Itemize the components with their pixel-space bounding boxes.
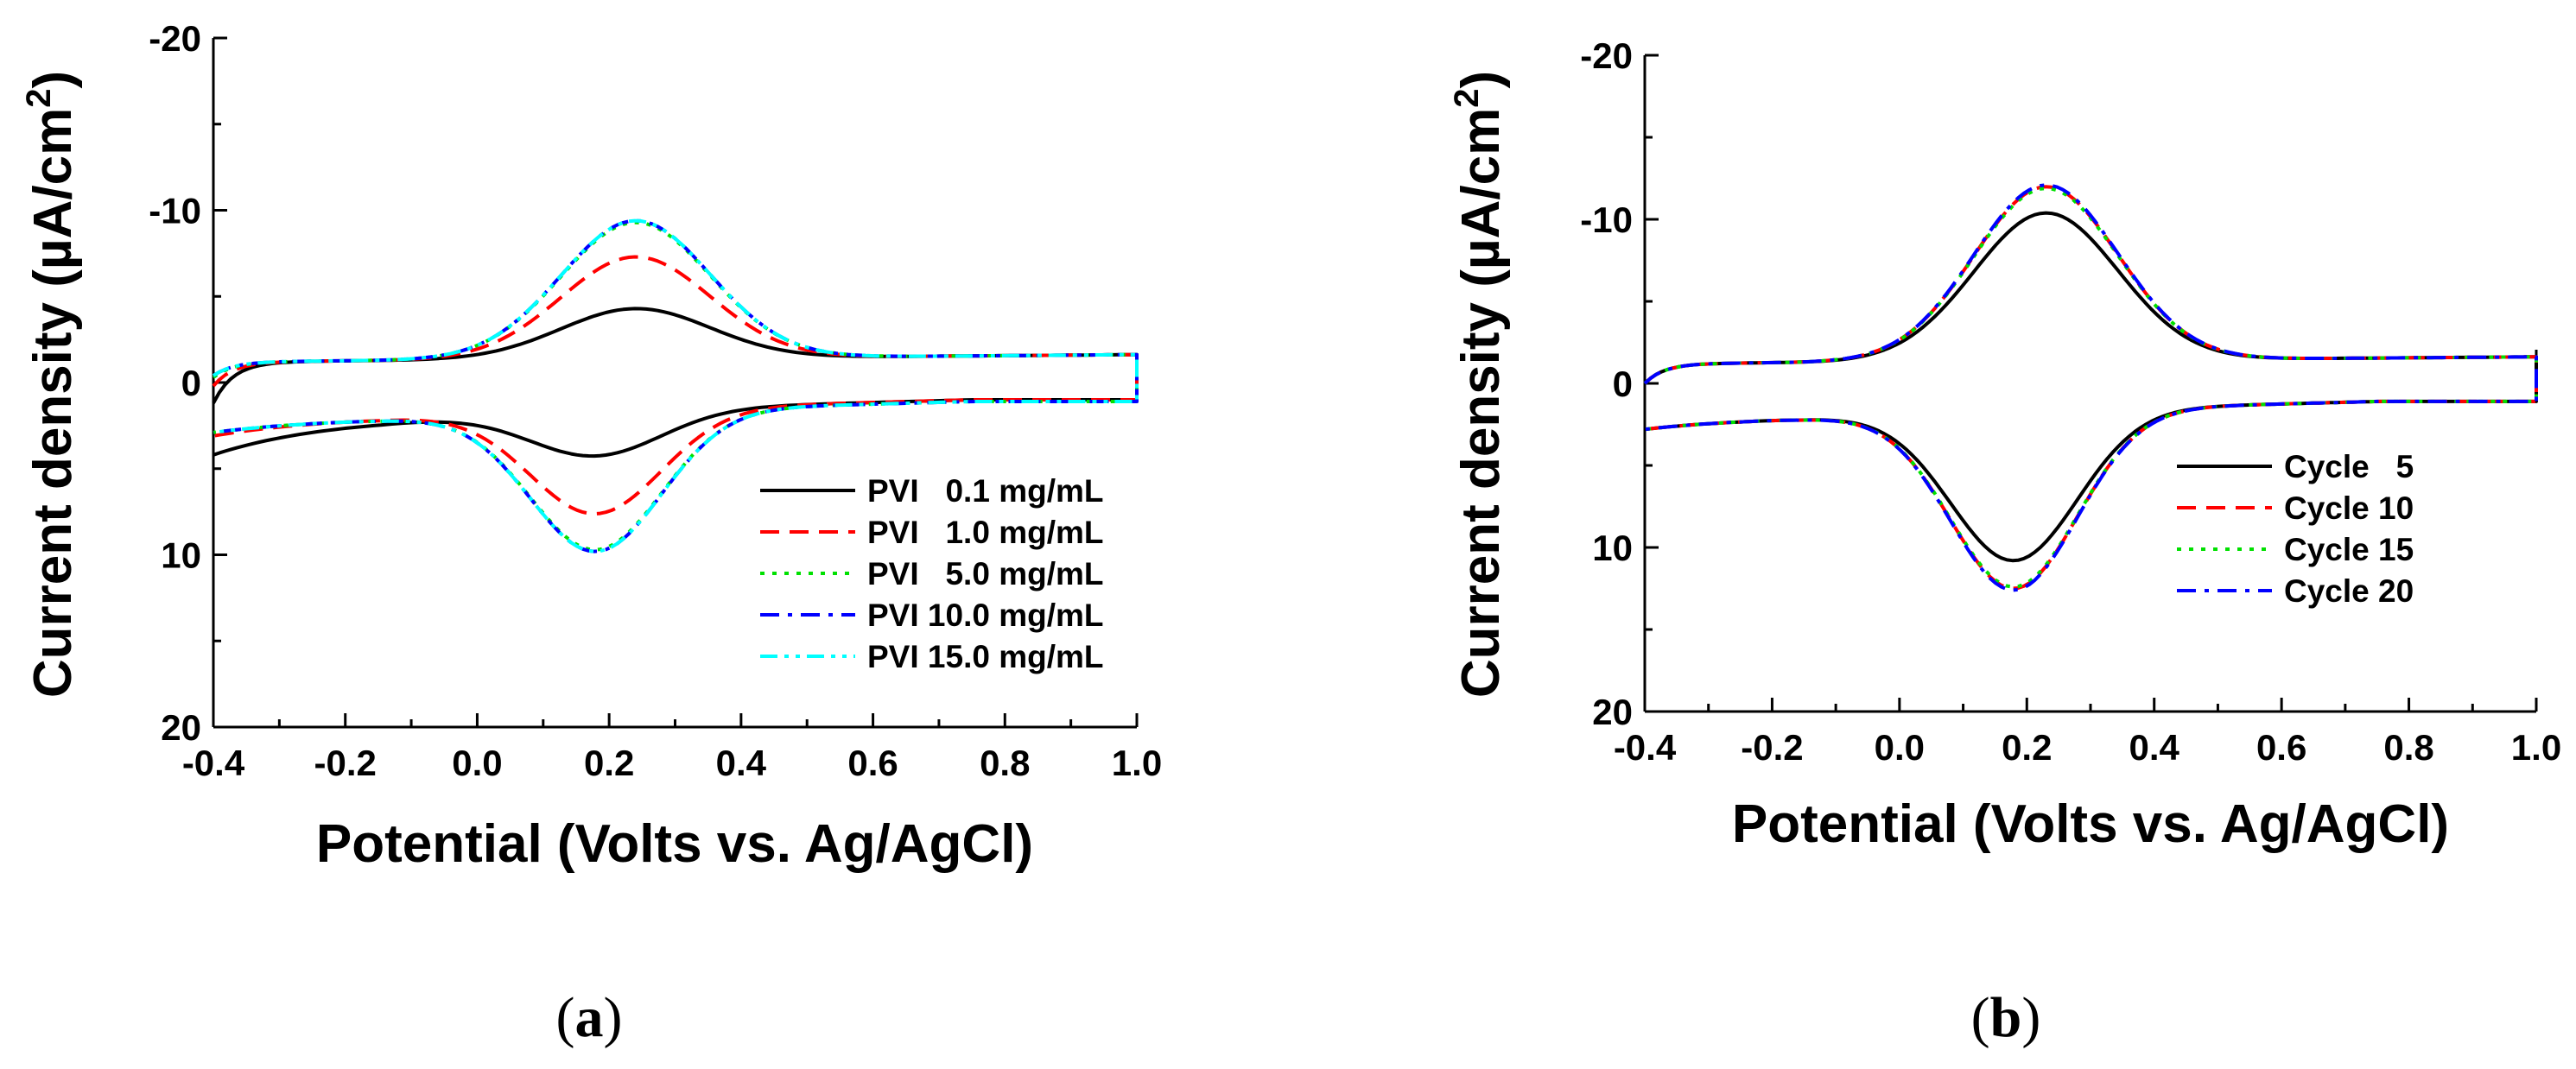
panel-b-y-axis-label: Current density (µA/cm2) <box>1448 71 1511 698</box>
legend-label: PVI 15.0 mg/mL <box>867 639 1104 674</box>
x-tick-label: -0.4 <box>1614 727 1677 768</box>
legend-label: PVI 5.0 mg/mL <box>867 556 1103 591</box>
cv-curve <box>212 307 1139 459</box>
x-tick-label: -0.2 <box>1741 727 1803 768</box>
x-tick-label: 0.0 <box>1875 727 1925 768</box>
panel-b-legend: Cycle 5 Cycle 10 Cycle 15 Cycle 20 <box>2177 449 2414 609</box>
panel-a-y-axis-label: Current density (µA/cm2) <box>20 71 83 698</box>
panel-b-chart: -20 -10 0 10 20 -0.4 -0.2 0.0 0.2 0.4 0.6 0.8 1.0 C… <box>1448 35 2561 1049</box>
panel-b-x-ticks: -0.4 -0.2 0.0 0.2 0.4 0.6 0.8 1.0 <box>1614 698 2561 768</box>
cv-curve <box>1643 187 2538 589</box>
x-tick-label: 0.8 <box>980 743 1030 783</box>
x-tick-label: -0.4 <box>182 743 245 783</box>
x-tick-label: 0.4 <box>716 743 767 783</box>
x-tick-label: 0.4 <box>2129 727 2180 768</box>
x-tick-label: 0.2 <box>2002 727 2052 768</box>
panel-b-y-ticks: -20 -10 0 10 20 <box>1580 35 1659 732</box>
y-tick-label: 0 <box>181 363 201 403</box>
y-tick-label: -10 <box>1580 199 1633 240</box>
cv-curve <box>1643 183 2538 592</box>
legend-label: PVI 1.0 mg/mL <box>867 515 1103 550</box>
panel-a-x-axis-label: Potential (Volts vs. Ag/AgCl) <box>316 814 1033 874</box>
cv-curve <box>212 218 1139 553</box>
legend-label: PVI 10.0 mg/mL <box>867 598 1104 633</box>
panel-a-series <box>212 218 1139 553</box>
legend-label: Cycle 5 <box>2284 449 2414 484</box>
y-tick-label: -10 <box>149 191 201 231</box>
y-tick-label: 10 <box>1592 528 1633 568</box>
y-tick-label: -20 <box>149 18 201 59</box>
panel-a-caption: (a) <box>556 986 623 1049</box>
legend-label: Cycle 10 <box>2284 490 2414 526</box>
cv-curve <box>1643 185 2538 591</box>
legend-label: Cycle 15 <box>2284 532 2414 567</box>
x-tick-label: 0.8 <box>2383 727 2433 768</box>
y-tick-label: 20 <box>1592 692 1633 732</box>
legend-label: PVI 0.1 mg/mL <box>867 473 1103 509</box>
y-tick-label: 10 <box>161 535 201 576</box>
panel-b-series <box>1643 183 2538 592</box>
panel-a-x-ticks: -0.4 -0.2 0.0 0.2 0.4 0.6 0.8 1.0 <box>182 713 1162 783</box>
panel-b-x-axis-label: Potential (Volts vs. Ag/AgCl) <box>1732 794 2449 854</box>
x-tick-label: 1.0 <box>1112 743 1162 783</box>
x-tick-label: 0.6 <box>847 743 898 783</box>
panel-b-caption: (b) <box>1971 986 2041 1049</box>
y-tick-label: 0 <box>1613 364 1633 404</box>
y-tick-label: 20 <box>161 707 201 748</box>
panel-a-chart: -20 -10 0 10 20 -0.4 -0.2 0.0 0.2 0.4 0.6 0.8 1.0 P… <box>20 18 1162 1049</box>
legend-label: Cycle 20 <box>2284 573 2414 609</box>
panel-a-y-ticks: -20 -10 0 10 20 <box>149 18 227 748</box>
x-tick-label: 1.0 <box>2511 727 2561 768</box>
x-tick-label: 0.6 <box>2256 727 2306 768</box>
x-tick-label: 0.0 <box>452 743 502 783</box>
panel-a-legend: PVI 0.1 mg/mL PVI 1.0 mg/mL PVI 5.0 mg/mL P… <box>760 473 1104 674</box>
x-tick-label: 0.2 <box>584 743 634 783</box>
y-tick-label: -20 <box>1580 35 1633 76</box>
x-tick-label: -0.2 <box>314 743 377 783</box>
